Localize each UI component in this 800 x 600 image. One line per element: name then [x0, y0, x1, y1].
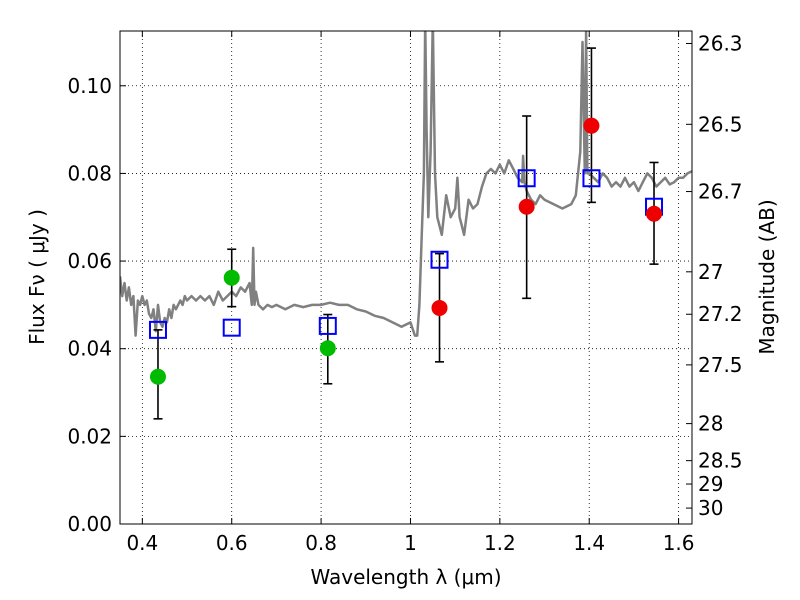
observed-point: [431, 299, 448, 316]
right-tick-label: 26.3: [698, 31, 743, 55]
axis-ticks: 0.4 0.6 0.8 1 1.2 1.4 1.6 0.00 0.02 0.04 0.06 0.08 0…: [67, 31, 743, 555]
observed-point: [319, 340, 336, 357]
observed-point: [149, 368, 166, 385]
x-tick-label: 1: [404, 531, 417, 555]
right-tick-label: 26.7: [698, 180, 743, 204]
x-tick-label: 0.6: [216, 531, 248, 555]
y-axis-label: Flux Fν ( μJy ): [25, 209, 49, 345]
right-axis-label: Magnitude (AB): [755, 199, 779, 354]
model-point: [222, 318, 241, 337]
x-tick-label: 1.4: [573, 531, 605, 555]
right-tick-label: 26.5: [698, 112, 743, 136]
x-tick-label: 1.2: [484, 531, 516, 555]
y-tick-label: 0.04: [67, 337, 112, 361]
right-tick-label: 27.2: [698, 302, 743, 326]
x-tick-label: 0.4: [126, 531, 158, 555]
y-tick-label: 0.10: [67, 74, 112, 98]
plot-data: [120, 31, 692, 420]
y-tick-label: 0.00: [67, 512, 112, 536]
x-axis-label: Wavelength λ (μm): [310, 565, 501, 589]
right-tick-label: 30: [698, 496, 723, 520]
x-tick-label: 1.6: [663, 531, 695, 555]
plot-frame: [119, 30, 693, 525]
right-tick-label: 28: [698, 412, 723, 436]
spectrum-line: [120, 31, 692, 337]
observed-point: [646, 205, 663, 222]
y-tick-label: 0.06: [67, 249, 112, 273]
right-tick-label: 27: [698, 260, 723, 284]
observed-point: [518, 198, 535, 215]
model-point: [582, 169, 601, 188]
right-tick-label: 27.5: [698, 353, 743, 377]
model-point: [318, 316, 337, 335]
right-tick-label: 29: [698, 472, 723, 496]
observed-point: [583, 117, 600, 134]
observed-point: [223, 269, 240, 286]
grid: [120, 31, 692, 525]
x-tick-label: 0.8: [305, 531, 337, 555]
y-tick-label: 0.02: [67, 424, 112, 448]
model-point: [148, 320, 167, 339]
model-point: [430, 250, 449, 269]
right-tick-label: 28.5: [698, 449, 743, 473]
y-tick-label: 0.08: [67, 161, 112, 185]
model-point: [517, 169, 536, 188]
